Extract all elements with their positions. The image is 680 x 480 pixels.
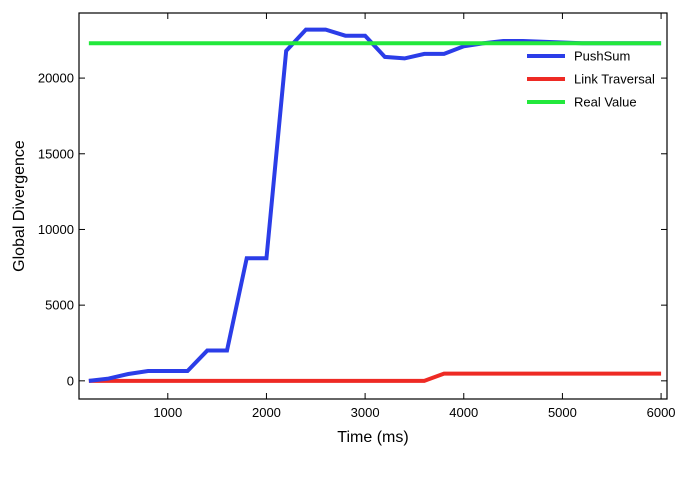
series-line-link-traversal <box>88 371 662 383</box>
legend-label-pushsum: PushSum <box>574 49 630 64</box>
legend-label-real-value: Real Value <box>574 95 637 110</box>
axis-ticks: 1000 2000 3000 4000 5000 6000 0 5000 10000 15000 2… <box>38 13 676 420</box>
y-axis-title: Global Divergence <box>11 140 28 272</box>
legend-label-link-traversal: Link Traversal <box>574 72 655 87</box>
y-tick-label: 5000 <box>45 298 74 313</box>
y-tick-label: 10000 <box>38 222 74 237</box>
x-axis-title: Time (ms) <box>337 429 408 446</box>
x-tick-label: 3000 <box>351 405 380 420</box>
x-tick-label: 4000 <box>449 405 478 420</box>
series-lines <box>88 27 662 383</box>
x-tick-label: 2000 <box>252 405 281 420</box>
plot-frame <box>78 12 668 400</box>
x-tick-label: 6000 <box>647 405 676 420</box>
y-tick-label: 15000 <box>38 146 74 161</box>
x-tick-label: 1000 <box>153 405 182 420</box>
y-tick-label: 0 <box>67 373 74 388</box>
y-tick-label: 20000 <box>38 71 74 86</box>
legend: PushSum Link Traversal Real Value <box>527 49 655 110</box>
x-tick-label: 5000 <box>548 405 577 420</box>
